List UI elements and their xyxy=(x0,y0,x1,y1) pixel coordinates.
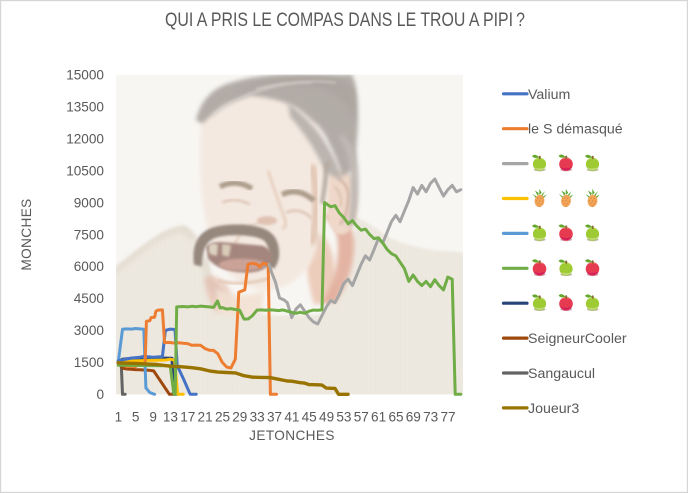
svg-text:Valium: Valium xyxy=(528,87,570,103)
svg-text:1: 1 xyxy=(115,410,123,425)
svg-text:69: 69 xyxy=(406,410,421,425)
svg-text:5: 5 xyxy=(132,410,140,425)
svg-text:41: 41 xyxy=(284,410,299,425)
svg-text:17: 17 xyxy=(180,410,195,425)
svg-text:4500: 4500 xyxy=(74,291,105,306)
svg-text:21: 21 xyxy=(198,410,213,425)
svg-text:25: 25 xyxy=(215,410,230,425)
svg-text:15000: 15000 xyxy=(66,67,104,82)
svg-text:61: 61 xyxy=(371,410,386,425)
svg-text:7500: 7500 xyxy=(74,227,105,242)
svg-text:13500: 13500 xyxy=(66,99,104,114)
svg-text:Sangaucul: Sangaucul xyxy=(528,366,595,382)
svg-text:10500: 10500 xyxy=(66,163,104,178)
svg-text:37: 37 xyxy=(267,410,282,425)
svg-text:33: 33 xyxy=(250,410,265,425)
svg-text:9: 9 xyxy=(149,410,157,425)
svg-text:1500: 1500 xyxy=(74,355,105,370)
svg-text:29: 29 xyxy=(232,410,247,425)
svg-text:12000: 12000 xyxy=(66,131,104,146)
svg-text:SeigneurCooler: SeigneurCooler xyxy=(528,331,627,347)
svg-text:13: 13 xyxy=(163,410,178,425)
svg-text:53: 53 xyxy=(336,410,351,425)
svg-text:6000: 6000 xyxy=(74,259,105,274)
svg-text:le S démasqué: le S démasqué xyxy=(528,122,623,138)
svg-text:65: 65 xyxy=(388,410,403,425)
svg-text:MONCHES: MONCHES xyxy=(19,198,34,270)
svg-text:QUI A PRIS LE COMPAS DANS LE T: QUI A PRIS LE COMPAS DANS LE TROU A PIPI… xyxy=(165,10,525,31)
svg-text:9000: 9000 xyxy=(74,195,105,210)
svg-text:45: 45 xyxy=(302,410,317,425)
svg-text:49: 49 xyxy=(319,410,334,425)
svg-text:57: 57 xyxy=(354,410,369,425)
svg-text:Joueur3: Joueur3 xyxy=(528,401,579,417)
svg-text:3000: 3000 xyxy=(74,323,105,338)
svg-text:77: 77 xyxy=(440,410,455,425)
svg-text:73: 73 xyxy=(423,410,438,425)
svg-text:JETONCHES: JETONCHES xyxy=(249,428,335,443)
svg-text:0: 0 xyxy=(96,387,104,402)
